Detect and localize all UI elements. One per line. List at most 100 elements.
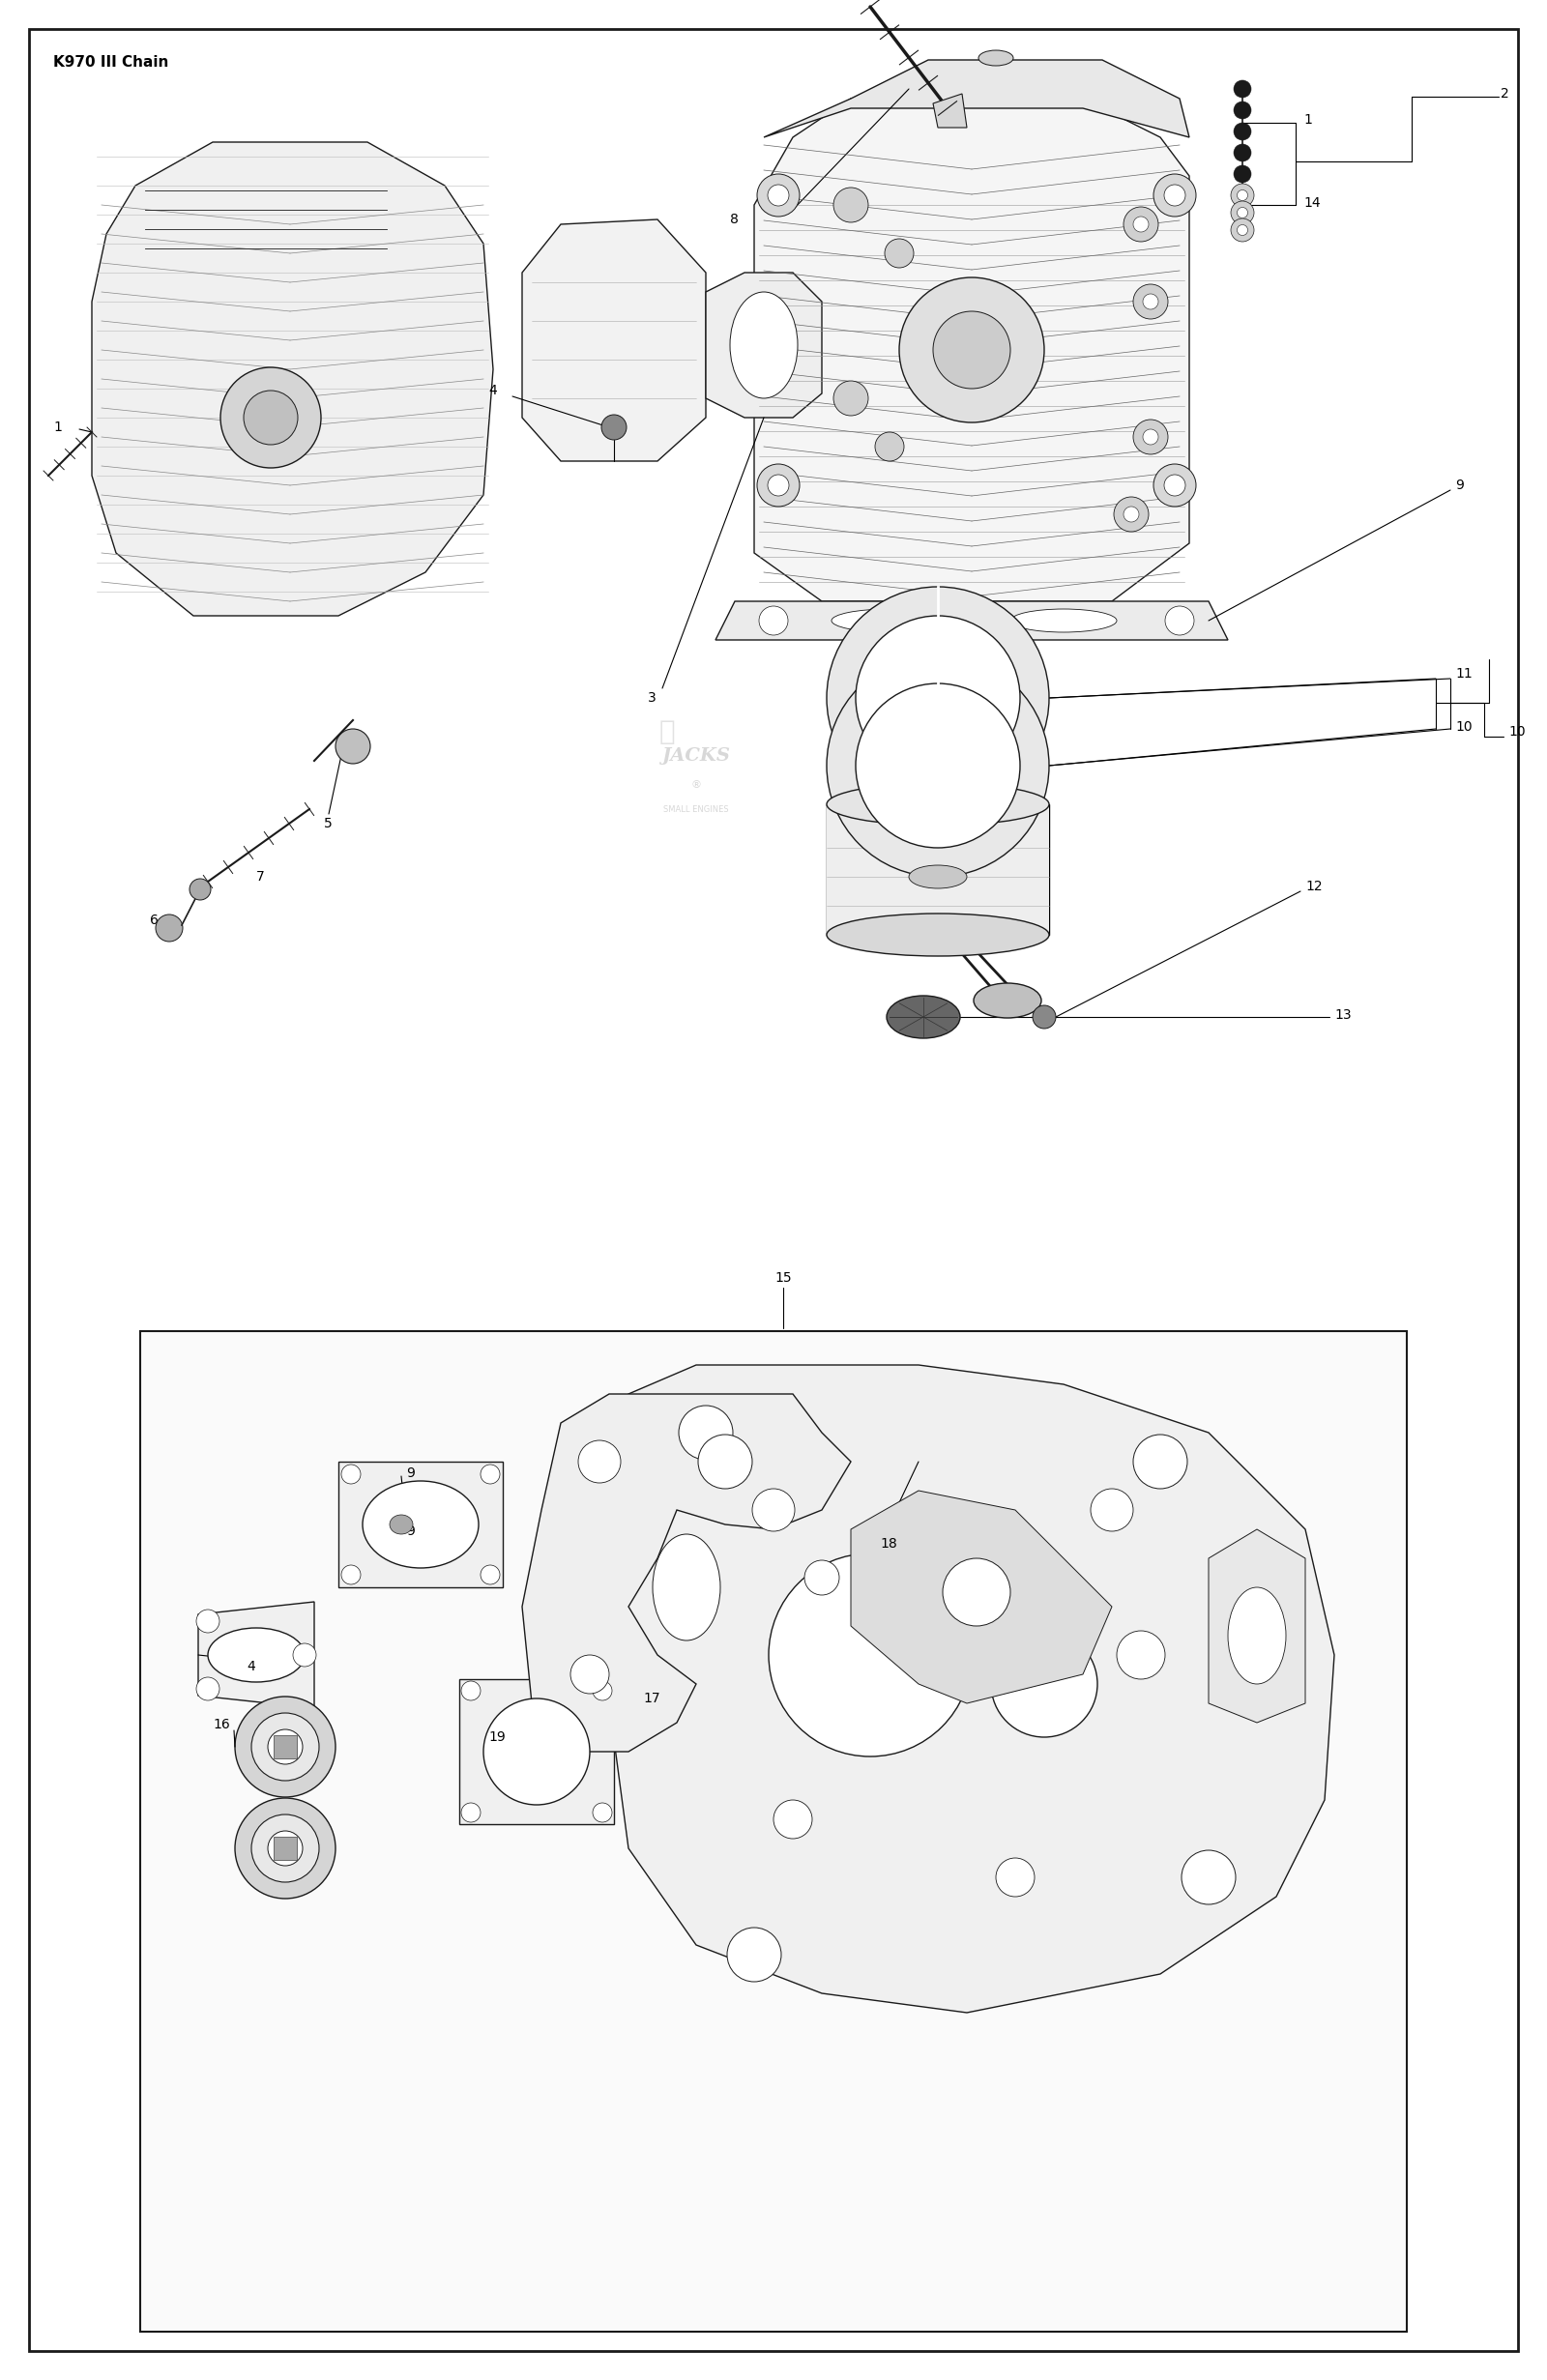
Circle shape [996,1859,1035,1897]
Text: 14: 14 [1303,195,1321,209]
Polygon shape [755,98,1190,602]
Text: JACKS: JACKS [662,747,730,764]
Circle shape [1238,190,1248,200]
Ellipse shape [1228,1587,1286,1685]
Circle shape [268,1830,303,1866]
Circle shape [756,464,800,507]
Polygon shape [198,1602,314,1709]
Circle shape [1165,607,1194,635]
Polygon shape [274,1837,297,1859]
Circle shape [292,1642,316,1666]
Polygon shape [764,60,1190,138]
Circle shape [461,1804,481,1823]
Text: 19: 19 [489,1730,506,1745]
Circle shape [1123,507,1139,521]
Circle shape [196,1609,220,1633]
Circle shape [571,1654,610,1695]
Circle shape [1238,207,1248,219]
Circle shape [752,1490,795,1530]
Polygon shape [339,1461,503,1587]
Circle shape [679,1407,733,1459]
Circle shape [855,683,1019,847]
Circle shape [1114,497,1148,531]
Circle shape [1123,207,1159,243]
Text: 15: 15 [775,1271,792,1285]
Text: 8: 8 [730,212,738,226]
Polygon shape [523,1395,851,1752]
Ellipse shape [1010,609,1117,633]
Ellipse shape [928,609,1015,633]
Circle shape [481,1464,500,1483]
Polygon shape [851,1490,1112,1704]
Circle shape [1182,1849,1236,1904]
Circle shape [1238,224,1248,236]
Ellipse shape [207,1628,305,1683]
Circle shape [1117,1630,1165,1680]
Circle shape [826,588,1049,809]
Circle shape [769,1554,972,1756]
Ellipse shape [908,866,967,888]
Ellipse shape [832,609,947,633]
Circle shape [774,1799,812,1840]
Text: K970 III Chain: K970 III Chain [53,55,169,69]
Circle shape [336,728,370,764]
Circle shape [235,1797,336,1899]
Polygon shape [610,1366,1334,2013]
Text: SMALL ENGINES: SMALL ENGINES [664,804,729,814]
Polygon shape [826,804,1049,935]
Circle shape [1143,293,1159,309]
Circle shape [1231,219,1255,243]
Circle shape [156,914,183,942]
Circle shape [899,278,1044,421]
Text: 9: 9 [405,1466,415,1480]
Ellipse shape [730,293,798,397]
Circle shape [804,1561,838,1595]
Circle shape [342,1464,360,1483]
Polygon shape [91,143,493,616]
Text: 13: 13 [1334,1009,1352,1021]
Circle shape [1235,81,1252,98]
Circle shape [1154,174,1196,217]
Text: 7: 7 [257,871,265,883]
Polygon shape [459,1680,614,1823]
Circle shape [235,1697,336,1797]
Text: 6: 6 [150,914,158,928]
Circle shape [1132,283,1168,319]
Text: 11: 11 [1456,666,1473,681]
Circle shape [1231,183,1255,207]
Circle shape [244,390,297,445]
Ellipse shape [653,1535,721,1640]
Polygon shape [274,1735,297,1759]
Circle shape [1235,145,1252,162]
Circle shape [481,1566,500,1585]
Circle shape [268,1730,303,1764]
Circle shape [1033,1004,1055,1028]
Circle shape [461,1680,481,1699]
Circle shape [1165,186,1185,207]
Ellipse shape [826,914,1049,957]
Ellipse shape [826,783,1049,826]
Text: 1: 1 [1303,114,1312,126]
Circle shape [1132,1435,1188,1490]
Text: 2: 2 [1501,88,1508,100]
Text: 9: 9 [1456,478,1463,493]
Polygon shape [1208,1530,1306,1723]
Ellipse shape [973,983,1041,1019]
Circle shape [593,1680,613,1699]
Polygon shape [715,602,1228,640]
Circle shape [593,1804,613,1823]
Circle shape [767,186,789,207]
Circle shape [342,1566,360,1585]
Text: 17: 17 [644,1692,661,1704]
Polygon shape [705,274,821,416]
Circle shape [1235,124,1252,140]
Circle shape [221,367,322,469]
Circle shape [251,1814,319,1883]
Circle shape [189,878,210,900]
Ellipse shape [886,995,961,1038]
Circle shape [767,474,789,495]
Circle shape [196,1678,220,1699]
Circle shape [933,312,1010,388]
Ellipse shape [979,50,1013,67]
Circle shape [483,1699,589,1804]
